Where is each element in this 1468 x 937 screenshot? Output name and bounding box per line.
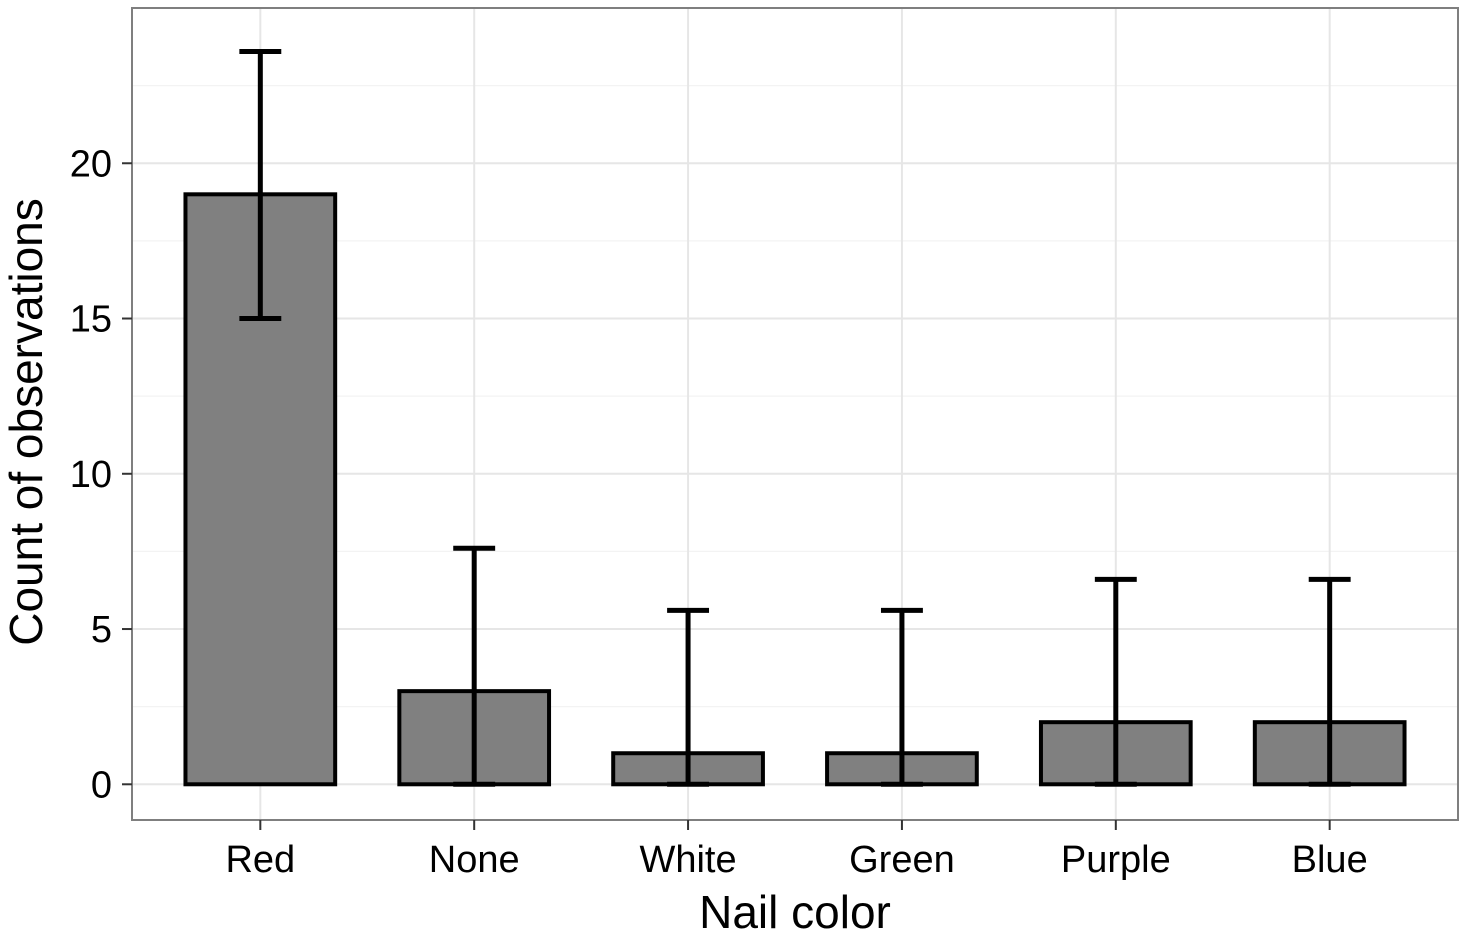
x-tick-label: Red	[225, 839, 295, 881]
axes: 0 5 10 15 20 Red None White Green Purple Blue	[70, 143, 1368, 881]
error-bar-blue	[1308, 576, 1351, 787]
x-tick-label: Blue	[1292, 839, 1368, 881]
y-tick-label: 0	[91, 764, 112, 806]
y-axis-title: Count of observations	[0, 198, 52, 646]
error-bar-red	[239, 48, 282, 322]
x-axis-title: Nail color	[699, 886, 891, 937]
y-tick-label: 5	[91, 609, 112, 651]
y-tick-label: 20	[70, 143, 112, 185]
y-tick-label: 15	[70, 299, 112, 341]
x-tick-label: White	[639, 839, 736, 881]
x-tick-label: Purple	[1061, 839, 1171, 881]
x-tick-label: None	[429, 839, 520, 881]
error-bar-purple	[1094, 576, 1137, 787]
panel-border	[131, 7, 1459, 821]
error-bar-white	[667, 607, 710, 787]
error-bar-green	[880, 607, 923, 787]
error-bar-none	[453, 545, 496, 787]
error-bars	[239, 48, 1351, 787]
y-tick-label: 10	[70, 454, 112, 496]
x-tick-label: Green	[849, 839, 955, 881]
